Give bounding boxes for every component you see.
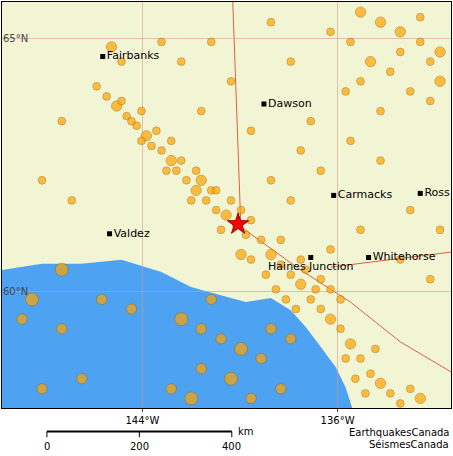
svg-text:Ross: Ross bbox=[424, 186, 450, 199]
svg-text:SéismesCanada: SéismesCanada bbox=[369, 439, 449, 450]
svg-text:Whitehorse: Whitehorse bbox=[373, 250, 436, 263]
svg-text:Carmacks: Carmacks bbox=[338, 188, 393, 201]
svg-text:EarthquakesCanada: EarthquakesCanada bbox=[349, 427, 449, 438]
svg-text:200: 200 bbox=[130, 441, 149, 452]
svg-text:Dawson: Dawson bbox=[268, 97, 312, 110]
svg-text:400: 400 bbox=[222, 441, 241, 452]
svg-text:65°N: 65°N bbox=[3, 33, 28, 44]
svg-text:Haines Junction: Haines Junction bbox=[268, 260, 353, 273]
svg-text:Valdez: Valdez bbox=[114, 227, 150, 240]
svg-text:60°N: 60°N bbox=[3, 286, 28, 297]
svg-text:136°W: 136°W bbox=[321, 415, 355, 426]
svg-text:Fairbanks: Fairbanks bbox=[107, 49, 160, 62]
svg-text:km: km bbox=[238, 426, 254, 437]
svg-text:0: 0 bbox=[44, 441, 50, 452]
svg-text:144°W: 144°W bbox=[125, 415, 159, 426]
